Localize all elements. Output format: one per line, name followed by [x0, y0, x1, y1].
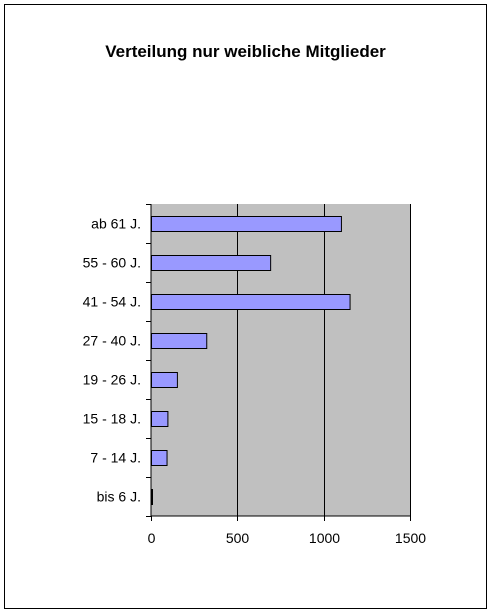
bar-15-18-j-: [151, 411, 169, 427]
bar-7-14-j-: [151, 450, 168, 466]
bar-ab-61-j-: [151, 216, 342, 232]
y-category-label: bis 6 J.: [97, 489, 141, 505]
chart-title: Verteilung nur weibliche Mitglieder: [105, 42, 386, 61]
bar-55-60-j-: [151, 255, 272, 271]
bar-27-40-j-: [151, 333, 208, 349]
plot-area: [151, 204, 410, 516]
y-category-label: 55 - 60 J.: [83, 255, 141, 271]
y-category-label: 15 - 18 J.: [83, 411, 141, 427]
y-axis-ticks: [146, 204, 151, 517]
y-axis-labels: ab 61 J. 55 - 60 J. 41 - 54 J. 27 - 40 J. 19…: [83, 216, 141, 505]
x-tick-label-500: 500: [226, 530, 250, 546]
bar-bis-6-j-: [151, 489, 153, 505]
y-category-label: 41 - 54 J.: [83, 294, 141, 310]
x-tick-label-0: 0: [148, 530, 156, 546]
x-axis-labels: 0 500 1000 1500: [148, 530, 427, 546]
y-category-label: 7 - 14 J.: [90, 450, 141, 466]
y-category-label: 19 - 26 J.: [83, 372, 141, 388]
y-category-label: 27 - 40 J.: [83, 333, 141, 349]
x-axis-ticks: [151, 516, 411, 521]
bar-19-26-j-: [151, 372, 178, 388]
y-category-label: ab 61 J.: [91, 216, 141, 232]
x-tick-label-1000: 1000: [309, 530, 340, 546]
bar-41-54-j-: [151, 294, 351, 310]
x-tick-label-1500: 1500: [395, 530, 426, 546]
